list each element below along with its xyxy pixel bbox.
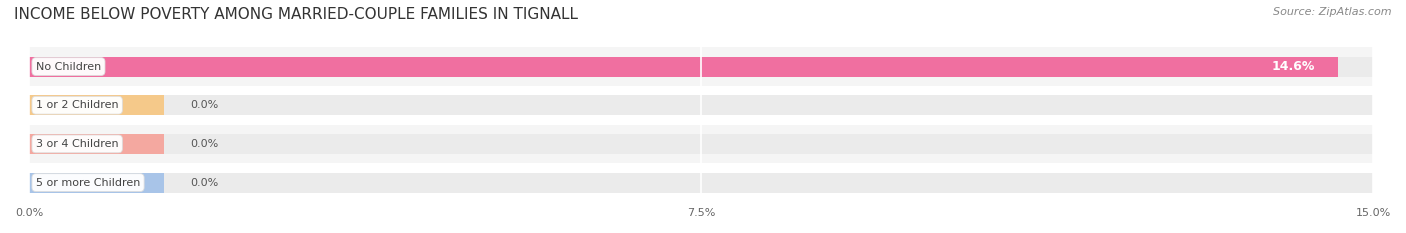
Text: 0.0%: 0.0% (190, 100, 219, 110)
Text: 5 or more Children: 5 or more Children (35, 178, 141, 188)
Bar (30, 125, 1374, 163)
Bar (30, 134, 1374, 154)
Bar (30, 57, 1374, 77)
Text: 0.0%: 0.0% (190, 139, 219, 149)
Bar (30, 172, 163, 193)
Bar (30, 134, 163, 154)
Text: 1 or 2 Children: 1 or 2 Children (35, 100, 118, 110)
Text: No Children: No Children (35, 62, 101, 72)
Bar (30, 163, 1374, 202)
Bar (30, 95, 1374, 115)
Bar (30, 172, 1374, 193)
Text: Source: ZipAtlas.com: Source: ZipAtlas.com (1274, 7, 1392, 17)
Text: 14.6%: 14.6% (1272, 60, 1315, 73)
Bar (30, 95, 163, 115)
Text: INCOME BELOW POVERTY AMONG MARRIED-COUPLE FAMILIES IN TIGNALL: INCOME BELOW POVERTY AMONG MARRIED-COUPL… (14, 7, 578, 22)
Text: 3 or 4 Children: 3 or 4 Children (35, 139, 118, 149)
Bar (30, 86, 1374, 125)
Text: 0.0%: 0.0% (190, 178, 219, 188)
Bar (30, 57, 1337, 77)
Bar (30, 47, 1374, 86)
